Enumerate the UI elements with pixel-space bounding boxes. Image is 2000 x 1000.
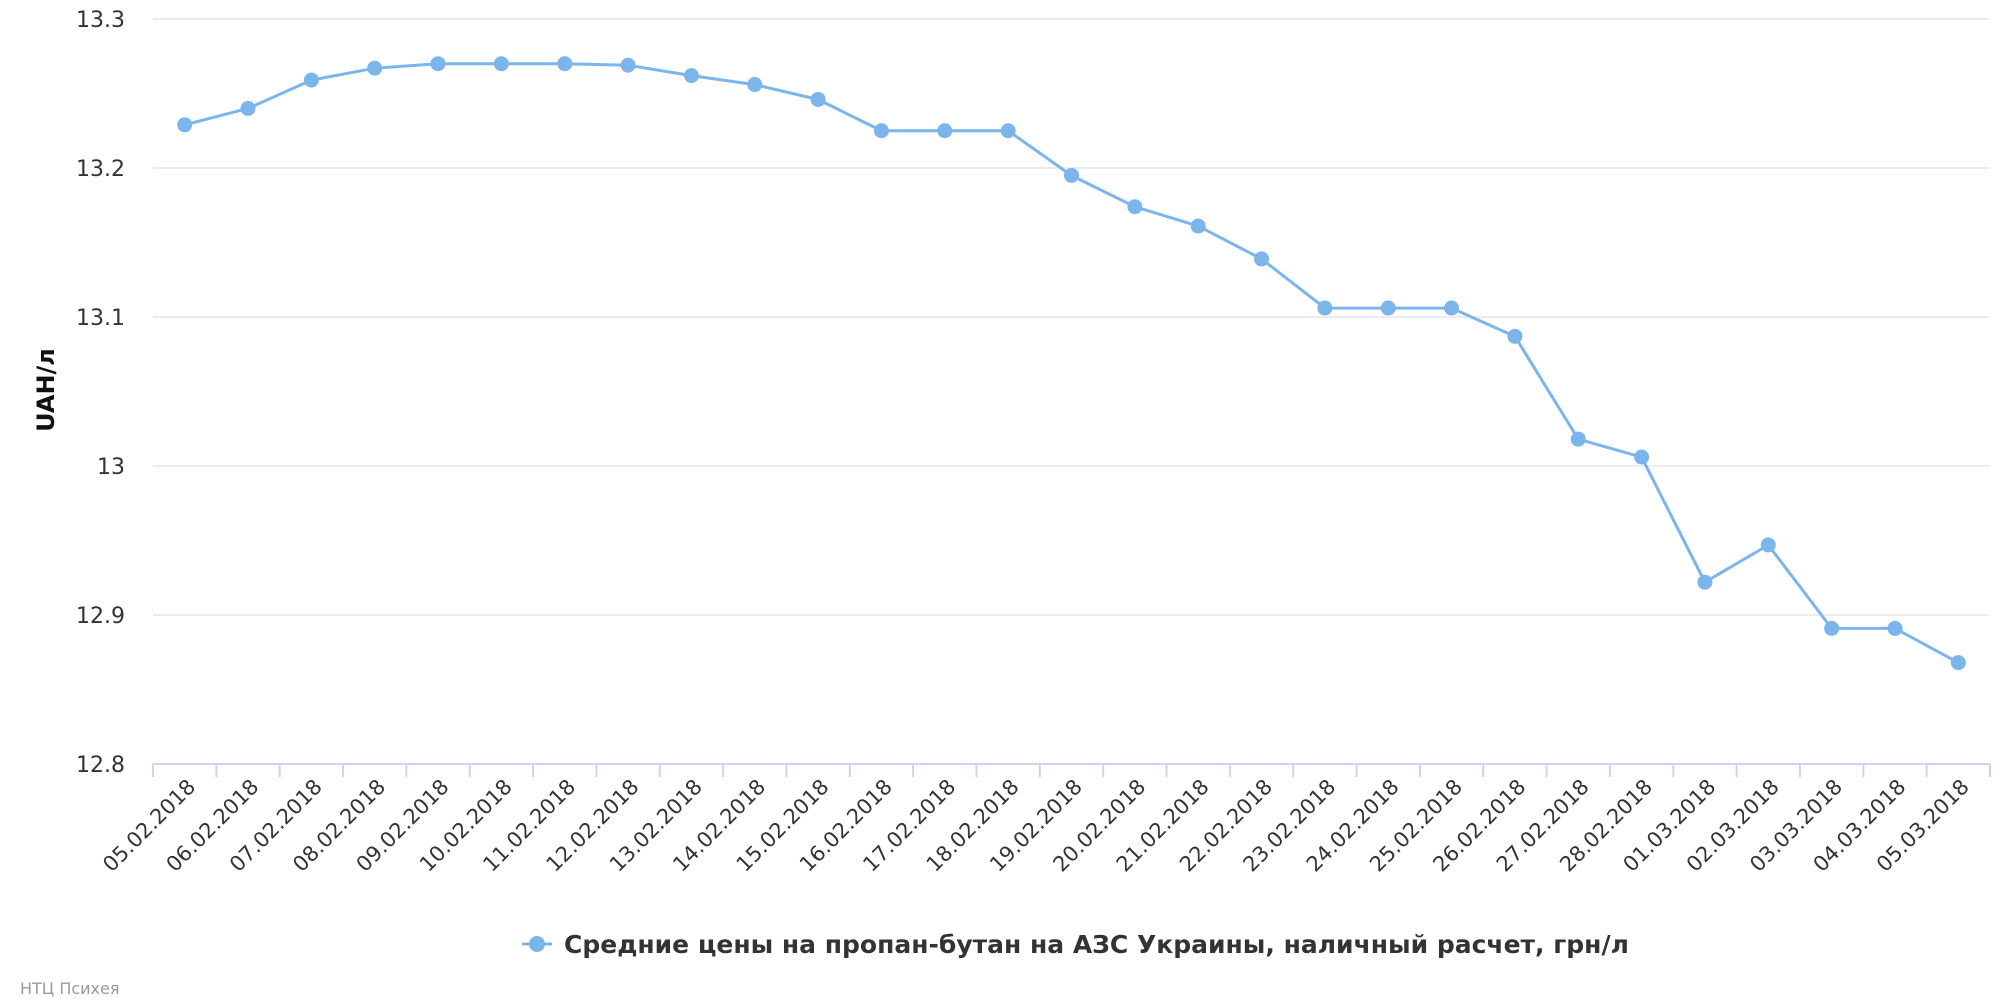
data-point[interactable] xyxy=(1444,300,1460,316)
y-axis-label: UAH/л xyxy=(32,348,60,432)
series-line-path xyxy=(184,62,1960,665)
y-axis-ticks: 12.8 12.9 13 13.1 13.2 13.3 xyxy=(76,8,125,778)
y-tick-label: 13.1 xyxy=(76,306,125,331)
data-point[interactable] xyxy=(557,56,573,72)
data-point[interactable] xyxy=(1570,431,1586,447)
data-point[interactable] xyxy=(1000,123,1016,139)
data-point[interactable] xyxy=(1824,620,1840,636)
data-point[interactable] xyxy=(810,91,826,107)
data-point[interactable] xyxy=(937,123,953,139)
y-tick-label: 13.2 xyxy=(76,157,125,182)
data-point[interactable] xyxy=(873,123,889,139)
data-point[interactable] xyxy=(1760,537,1776,553)
legend[interactable]: Средние цены на пропан-бутан на АЗС Укра… xyxy=(522,930,1629,959)
data-point[interactable] xyxy=(1254,251,1270,267)
data-point[interactable] xyxy=(620,57,636,73)
data-point[interactable] xyxy=(1634,449,1650,465)
y-tick-label: 13.3 xyxy=(76,8,125,33)
series-points xyxy=(177,56,1966,671)
data-point[interactable] xyxy=(493,56,509,72)
data-point[interactable] xyxy=(747,77,763,93)
data-point[interactable] xyxy=(303,72,319,88)
data-point[interactable] xyxy=(177,117,193,133)
x-axis-ticks: 05.02.201806.02.201807.02.201808.02.2018… xyxy=(98,775,1974,877)
legend-label: Средние цены на пропан-бутан на АЗС Укра… xyxy=(564,930,1629,959)
gridlines xyxy=(153,18,1990,616)
data-point[interactable] xyxy=(367,60,383,76)
data-point[interactable] xyxy=(1697,574,1713,590)
data-point[interactable] xyxy=(1064,167,1079,183)
legend-symbol-marker xyxy=(529,936,545,952)
data-point[interactable] xyxy=(1317,300,1333,316)
y-tick-label: 13 xyxy=(97,455,125,480)
data-point[interactable] xyxy=(1380,300,1396,316)
y-tick-label: 12.9 xyxy=(76,604,125,629)
data-point[interactable] xyxy=(1887,620,1903,636)
data-point[interactable] xyxy=(1127,199,1143,215)
data-point[interactable] xyxy=(1950,655,1966,671)
data-point[interactable] xyxy=(430,56,446,72)
chart-credit[interactable]: НТЦ Психея xyxy=(20,979,119,998)
data-point[interactable] xyxy=(240,100,256,116)
data-point[interactable] xyxy=(1507,328,1523,344)
data-point[interactable] xyxy=(1190,218,1206,234)
series-line xyxy=(184,62,1960,665)
y-tick-label: 12.8 xyxy=(76,753,125,778)
data-point[interactable] xyxy=(683,68,699,84)
x-axis xyxy=(152,763,1991,777)
